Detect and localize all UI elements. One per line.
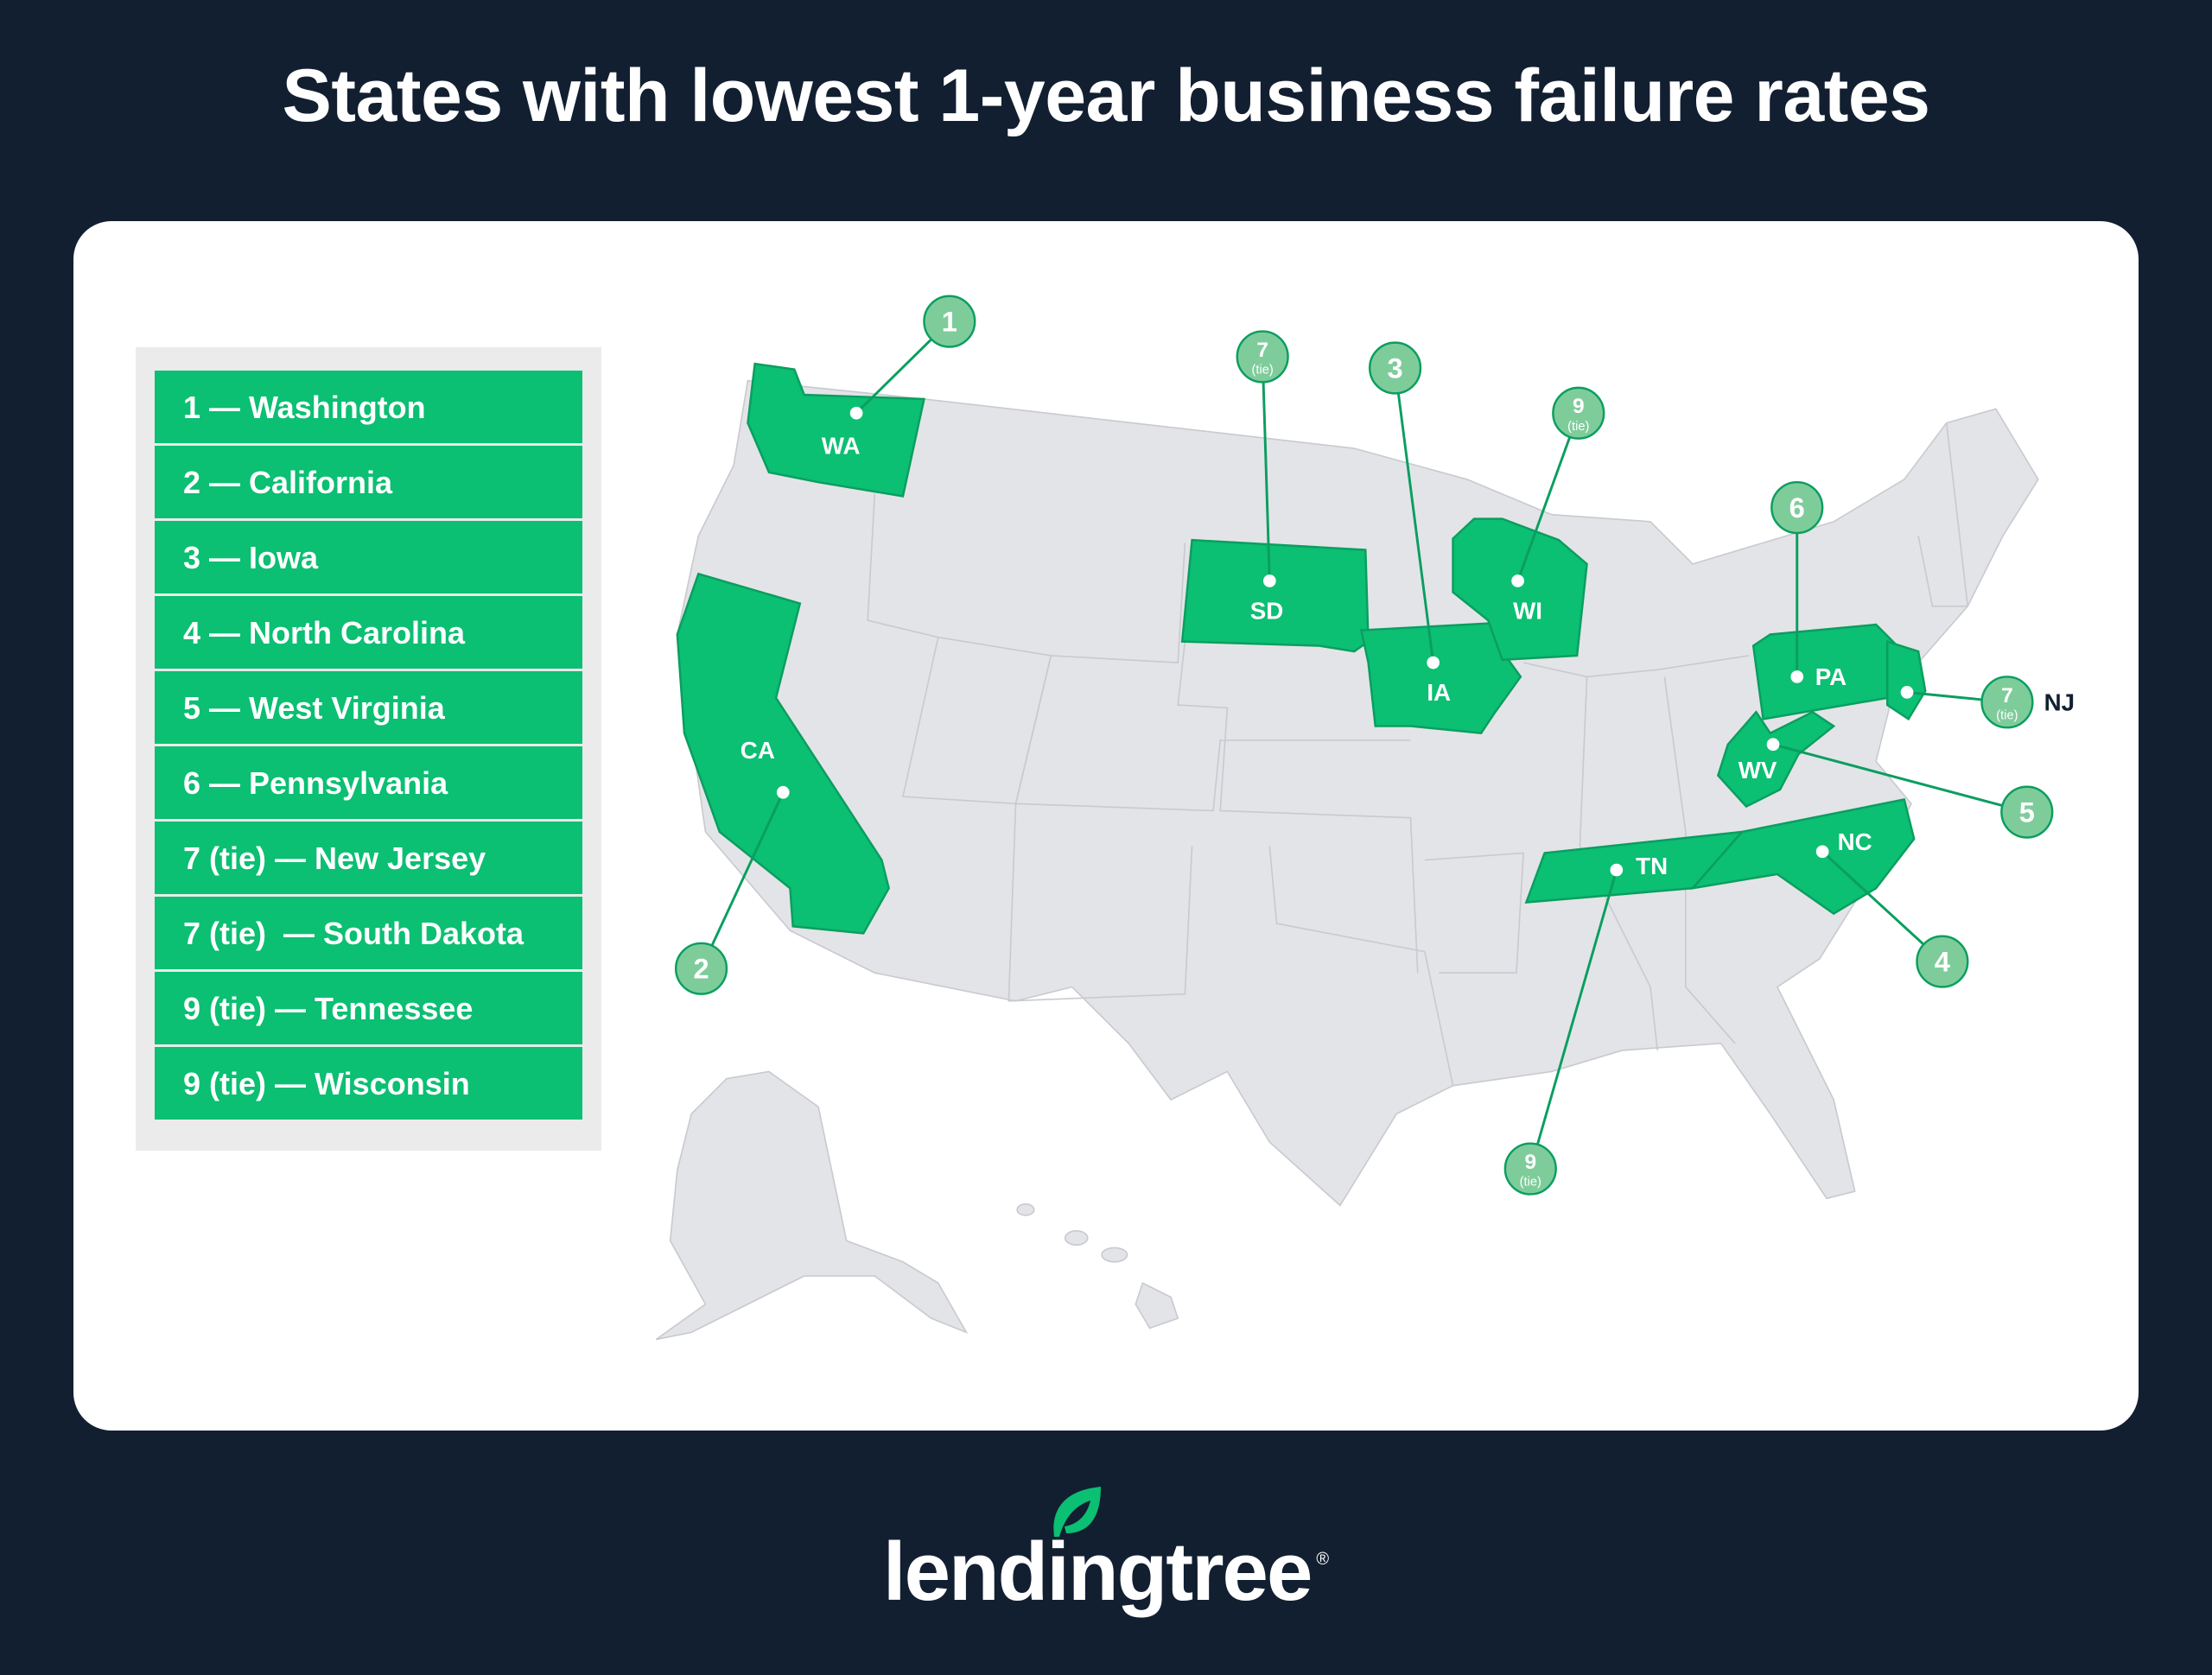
tie-label: (tie) [1567,420,1589,434]
logo-wordmark: lendingtree [882,1526,1313,1618]
rank-badge [1980,676,2034,729]
state-label: WV [1738,757,1777,784]
state-label: TN [1636,853,1668,879]
leader-line [1529,869,1618,1170]
legend-list: 1 — Washington 2 — California 3 — Iowa 4 — … [155,371,582,1122]
state-label: NC [1838,828,1872,855]
legend-item: 5 — West Virginia [155,671,582,744]
state-dot [1900,686,1914,699]
rank-number: 3 [1388,352,1403,384]
state-dot [1511,574,1524,587]
state-dot [1427,656,1440,669]
hawaii-4 [1135,1282,1179,1329]
tie-label: (tie) [1520,1176,1541,1190]
rank-badge [1552,386,1605,440]
lendingtree-logo: lendingtree ® [0,1487,2212,1637]
rank-number: 6 [1789,492,1805,523]
state-dot [1815,845,1829,859]
state-west-virginia [1716,710,1836,809]
alaska [655,1070,969,1341]
rank-number: 1 [942,306,957,338]
contiguous-us [676,379,2039,1207]
state-dot [1610,863,1624,877]
leader-line [700,791,785,969]
state-dot [1766,738,1780,752]
tie-label: (tie) [1996,708,2018,722]
state-dot [1262,574,1276,587]
state-label: NJ [2044,689,2075,716]
page-title: States with lowest 1-year business failu… [282,54,1930,137]
legend-item: 2 — California [155,446,582,518]
rank-number: 7 [1256,339,1268,362]
rank-number: 9 [1524,1151,1536,1174]
logo-lockup: lendingtree ® [882,1487,1330,1620]
state-label: IA [1427,679,1451,706]
registered-mark: ® [1316,1550,1330,1569]
state-label: PA [1815,663,1847,690]
rank-number: 4 [1935,946,1950,978]
state-label: WI [1513,598,1542,625]
leaf-icon [1053,1487,1101,1537]
tie-label: (tie) [1252,364,1274,378]
state-label: SD [1250,598,1284,625]
rank-badge [1236,330,1289,384]
state-california [676,572,890,935]
leader-line [1772,743,2028,814]
state-dot [849,406,863,420]
legend-item: 3 — Iowa [155,521,582,593]
hawaii-2 [1064,1230,1089,1247]
leader-line [1394,367,1435,663]
state-wisconsin [1452,517,1588,662]
leader-line [1516,412,1580,581]
state-south-dakota [1180,538,1370,653]
rank-badge [1503,1142,1557,1196]
state-label: CA [741,737,775,764]
legend-item: 9 (tie) — Tennessee [155,972,582,1044]
legend-item: 4 — North Carolina [155,596,582,669]
rank-number: 9 [1573,395,1585,418]
state-new-jersey [1885,639,1927,721]
rank-number: 2 [693,953,709,985]
leader-line [1261,356,1271,581]
state-borders [867,422,1969,1086]
ranking-legend: 1 — Washington 2 — California 3 — Iowa 4 — … [136,347,601,1151]
rank-number: 7 [2001,684,2013,707]
rank-badge [674,942,728,995]
state-dot [1790,670,1804,683]
state-dot [776,785,790,799]
rank-badge [1770,480,1824,535]
state-washington [747,362,925,498]
legend-item: 6 — Pennsylvania [155,746,582,819]
legend-item: 7 (tie) — New Jersey [155,822,582,894]
legend-item: 1 — Washington [155,371,582,443]
rank-badge [2000,785,2054,839]
legend-item: 7 (tie) — South Dakota [155,897,582,969]
rank-number: 5 [2019,796,2035,828]
rank-badge [923,295,976,348]
rank-badge [1368,341,1422,395]
hawaii-1 [1016,1203,1035,1216]
rank-badge [1916,935,1969,988]
state-label: WA [822,433,861,460]
leader-line [1821,850,1943,963]
legend-item: 9 (tie) — Wisconsin [155,1047,582,1120]
hawaii-3 [1101,1247,1128,1263]
